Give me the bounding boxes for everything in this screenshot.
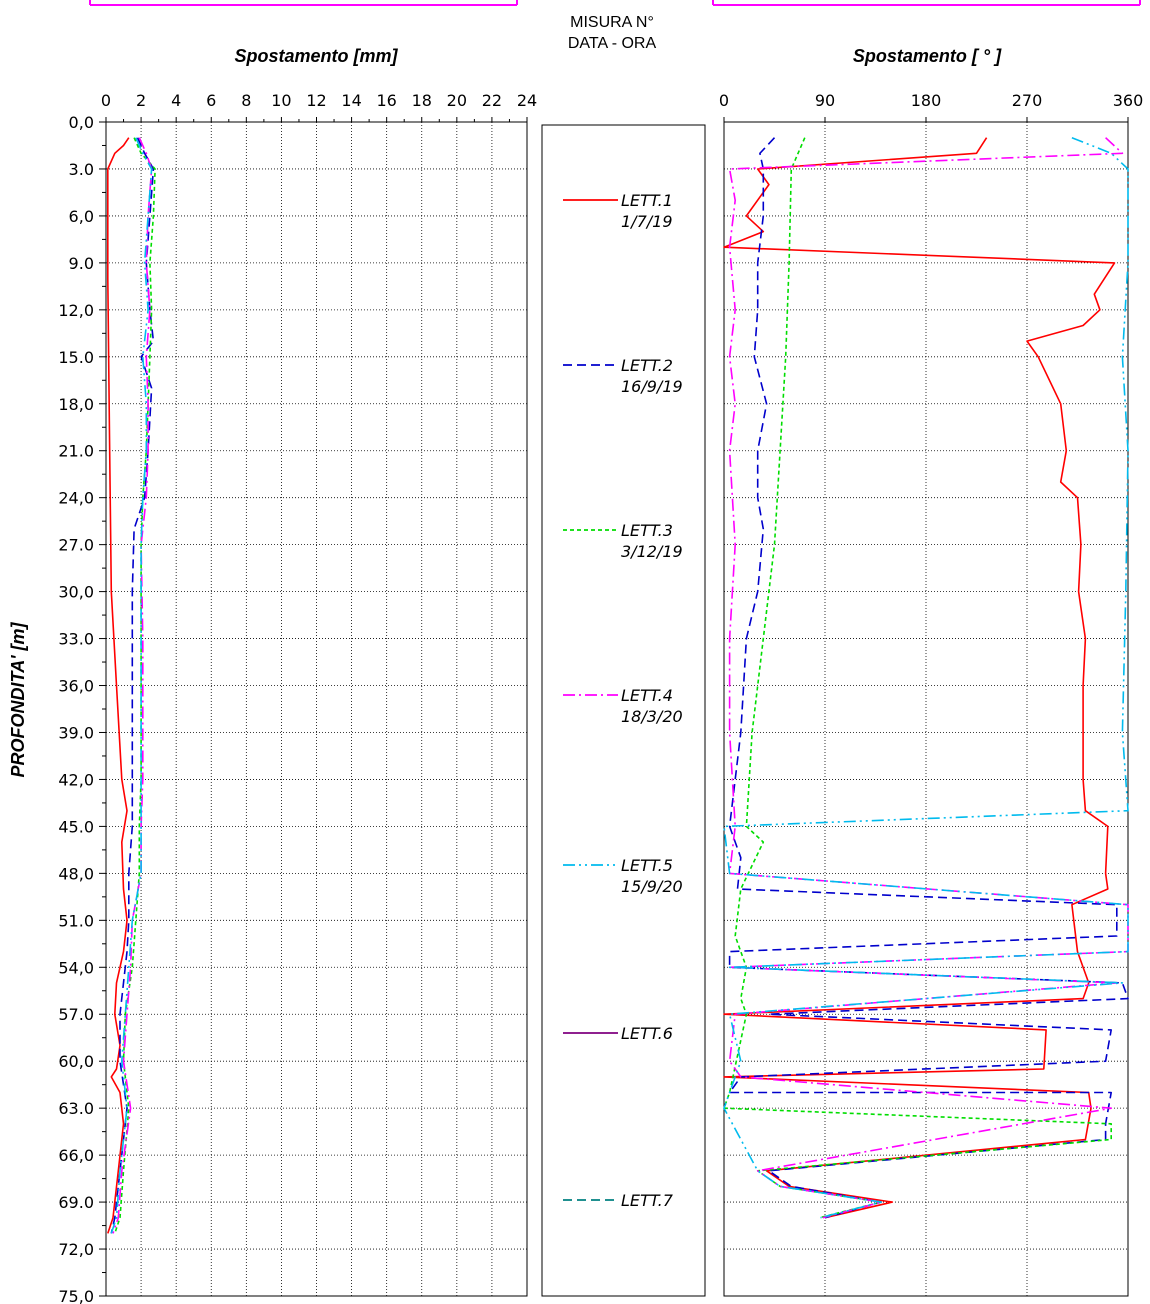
legend-label: LETT.3	[621, 521, 673, 540]
depth-tick-label: 6,0	[69, 207, 94, 226]
left-xtick-label: 8	[241, 91, 251, 110]
left-xtick-label: 16	[376, 91, 396, 110]
left-xtick-label: 0	[101, 91, 111, 110]
legend-label: LETT.2	[621, 356, 673, 375]
depth-tick-label: 9.0	[69, 254, 94, 273]
left-series-lett1	[107, 137, 130, 1234]
depth-tick-label: 33.0	[58, 630, 94, 649]
depth-tick-label: 63.0	[58, 1099, 94, 1118]
depth-tick-label: 51.0	[58, 911, 94, 930]
depth-tick-label: 45.0	[58, 817, 94, 836]
right-xtick-label: 360	[1113, 91, 1144, 110]
right-chart-title: Spostamento [ ° ]	[853, 46, 1002, 66]
left-xtick-label: 6	[206, 91, 216, 110]
right-series-lett2	[728, 137, 1129, 1219]
legend-label: LETT.5	[621, 856, 673, 875]
right-series-lett4	[728, 137, 1129, 1219]
left-xtick-label: 10	[271, 91, 291, 110]
depth-tick-label: 24,0	[58, 489, 94, 508]
depth-tick-label: 48,0	[58, 864, 94, 883]
right-series-lett3	[723, 137, 1112, 1219]
legend: LETT.1 1/7/19 LETT.2 16/9/19 LETT.3 3/12/19 LE…	[563, 191, 683, 1210]
left-series-lett3	[114, 137, 156, 1234]
left-xtick-label: 4	[171, 91, 181, 110]
depth-tick-label: 36,0	[58, 677, 94, 696]
left-plot-area: 0 2 4 6 8 10 12 14 16 18 20 22 240,03.06,09.012,015.…	[58, 91, 537, 1304]
left-series-lett4	[112, 137, 153, 1234]
left-xtick-label: 2	[136, 91, 146, 110]
right-series-lett1	[723, 137, 1116, 1219]
legend-label: LETT.4	[621, 686, 673, 705]
depth-tick-label: 60,0	[58, 1052, 94, 1071]
left-xtick-label: 12	[306, 91, 326, 110]
left-xtick-label: 14	[341, 91, 361, 110]
depth-tick-label: 39.0	[58, 723, 94, 742]
depth-tick-label: 15.0	[58, 348, 94, 367]
left-xtick-label: 18	[412, 91, 432, 110]
right-series-lett5	[723, 136, 1129, 1219]
depth-tick-label: 72,0	[58, 1240, 94, 1259]
depth-tick-label: 54,0	[58, 958, 94, 977]
depth-tick-label: 21.0	[58, 442, 94, 461]
legend-date: 18/3/20	[621, 707, 683, 726]
left-xtick-label: 22	[482, 91, 502, 110]
measure-number-label: MISURA N°	[570, 14, 654, 31]
left-plot-frame	[105, 121, 528, 1297]
left-series-lett5	[110, 137, 153, 1234]
left-chart-title: Spostamento [mm]	[234, 46, 398, 66]
depth-tick-label: 0,0	[69, 113, 94, 132]
legend-date: 15/9/20	[621, 877, 683, 896]
depth-tick-label: 3.0	[69, 160, 94, 179]
depth-tick-label: 18,0	[58, 395, 94, 414]
right-plot-area: 0 90 180 270 360	[719, 91, 1144, 1297]
legend-label: LETT.1	[621, 191, 673, 210]
depth-tick-label: 27.0	[58, 536, 94, 555]
left-xtick-label: 20	[447, 91, 467, 110]
depth-tick-label: 42,0	[58, 770, 94, 789]
legend-date: 16/9/19	[621, 377, 683, 396]
legend-label: LETT.7	[621, 1191, 674, 1210]
right-xtick-label: 0	[719, 91, 729, 110]
right-xtick-label: 90	[815, 91, 835, 110]
depth-tick-label: 69.0	[58, 1193, 94, 1212]
legend-date: 3/12/19	[621, 542, 683, 561]
legend-label: LETT.6	[621, 1024, 673, 1043]
depth-tick-label: 75,0	[58, 1287, 94, 1304]
depth-tick-label: 12,0	[58, 301, 94, 320]
right-xtick-label: 270	[1012, 91, 1043, 110]
legend-date: 1/7/19	[621, 212, 673, 231]
depth-axis-label: PROFONDITA' [m]	[8, 622, 28, 778]
date-time-label: DATA - ORA	[568, 35, 657, 52]
depth-tick-label: 66,0	[58, 1146, 94, 1165]
right-xtick-label: 180	[911, 91, 942, 110]
left-xtick-label: 24	[517, 91, 537, 110]
depth-tick-label: 30,0	[58, 583, 94, 602]
depth-tick-label: 57.0	[58, 1005, 94, 1024]
right-plot-frame	[723, 121, 1129, 1297]
legend-box	[541, 124, 706, 1297]
